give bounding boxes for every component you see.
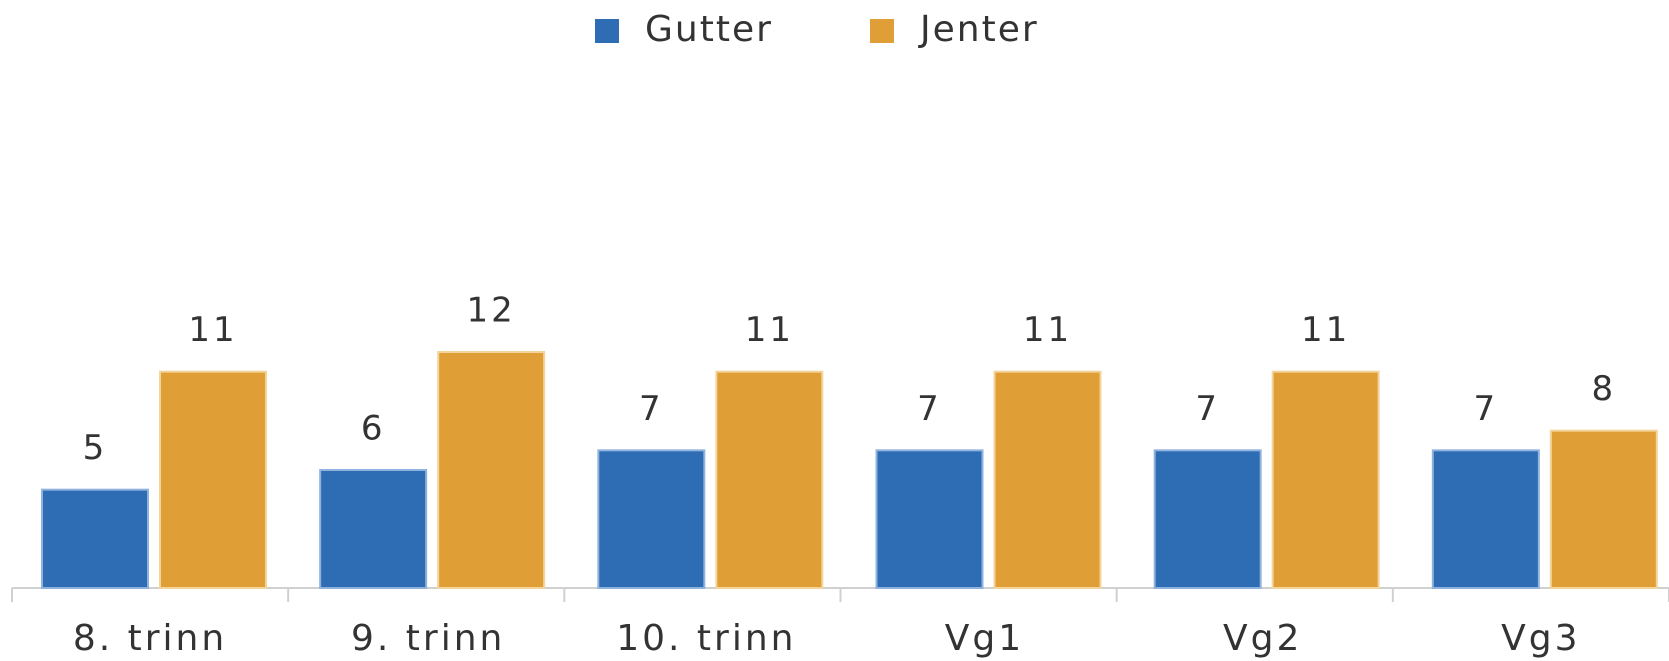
bar xyxy=(1549,429,1658,589)
bar xyxy=(1271,370,1380,589)
legend-label: Jenter xyxy=(918,9,1039,50)
bar xyxy=(993,370,1102,589)
bar xyxy=(715,370,824,589)
bar xyxy=(319,469,428,589)
data-label: 11 xyxy=(745,310,794,350)
bar xyxy=(41,488,149,589)
x-tick-label: 8. trinn xyxy=(73,618,227,659)
bar xyxy=(1153,449,1262,590)
bar xyxy=(159,370,267,589)
data-label: 7 xyxy=(1474,389,1499,429)
bar xyxy=(1431,449,1540,590)
data-label: 5 xyxy=(83,428,108,468)
data-label: 11 xyxy=(188,310,237,350)
legend-label: Gutter xyxy=(645,9,773,50)
data-label: 7 xyxy=(917,389,942,429)
data-label: 6 xyxy=(361,409,386,449)
data-label: 11 xyxy=(1301,310,1350,350)
legend-swatch xyxy=(870,19,894,43)
legend-swatch xyxy=(595,19,619,43)
bar xyxy=(597,449,706,590)
bar xyxy=(437,351,546,589)
data-label: 7 xyxy=(1195,389,1220,429)
data-label: 11 xyxy=(1023,310,1072,350)
x-tick-label: Vg2 xyxy=(1223,618,1302,659)
data-label: 12 xyxy=(467,291,516,331)
x-tick-label: Vg3 xyxy=(1501,618,1580,659)
x-tick-label: 9. trinn xyxy=(351,618,505,659)
data-label: 8 xyxy=(1592,369,1617,409)
bar xyxy=(875,449,984,590)
x-tick-label: 10. trinn xyxy=(616,618,796,659)
data-label: 7 xyxy=(639,389,664,429)
x-tick-label: Vg1 xyxy=(945,618,1024,659)
